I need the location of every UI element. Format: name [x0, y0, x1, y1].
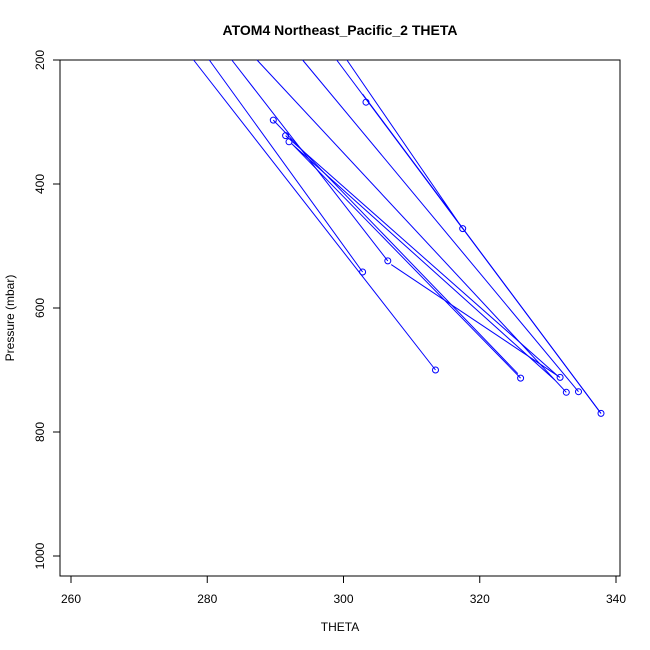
series-line-6	[285, 135, 559, 377]
y-axis: 200 400 600 800 1000	[33, 50, 61, 569]
series-line-1	[193, 59, 436, 371]
x-tick-label: 300	[333, 592, 353, 606]
data-point-marker	[575, 388, 582, 396]
y-tick-label: 1000	[33, 542, 47, 569]
data-point-marker	[517, 374, 525, 382]
data-point-marker	[556, 373, 564, 381]
y-tick-label: 800	[33, 422, 47, 442]
x-tick-label: 260	[61, 592, 81, 606]
data-point-marker	[362, 98, 370, 106]
series-line-11	[346, 59, 602, 414]
chart-title: ATOM4 Northeast_Pacific_2 THETA	[223, 22, 458, 38]
data-point-marker	[432, 366, 439, 374]
series-line-2	[208, 59, 364, 273]
series-line-4	[272, 119, 519, 375]
y-tick-label: 600	[33, 298, 47, 318]
y-tick-label: 400	[33, 174, 47, 194]
data-point-marker	[562, 388, 570, 396]
series-line-8	[256, 59, 567, 393]
data-point-marker	[282, 132, 290, 140]
y-tick-label: 200	[33, 50, 47, 70]
series-line-7	[390, 264, 561, 378]
series-line-9	[302, 59, 579, 393]
x-tick-label: 340	[606, 592, 626, 606]
data-point-marker	[269, 116, 277, 124]
series-layer	[193, 59, 602, 414]
x-tick-label: 280	[197, 592, 217, 606]
data-point-marker	[597, 409, 605, 417]
x-tick-label: 320	[470, 592, 490, 606]
data-point-marker	[285, 138, 293, 146]
x-axis: 260 280 300 320 340	[61, 575, 626, 606]
data-point-marker	[384, 257, 392, 265]
y-axis-label: Pressure (mbar)	[3, 275, 17, 362]
x-axis-label: THETA	[321, 620, 359, 634]
data-point-marker	[459, 225, 467, 233]
data-point-marker	[359, 268, 367, 276]
marker-layer	[269, 98, 605, 417]
plot-area-frame	[59, 59, 621, 577]
series-line-5	[291, 143, 556, 381]
